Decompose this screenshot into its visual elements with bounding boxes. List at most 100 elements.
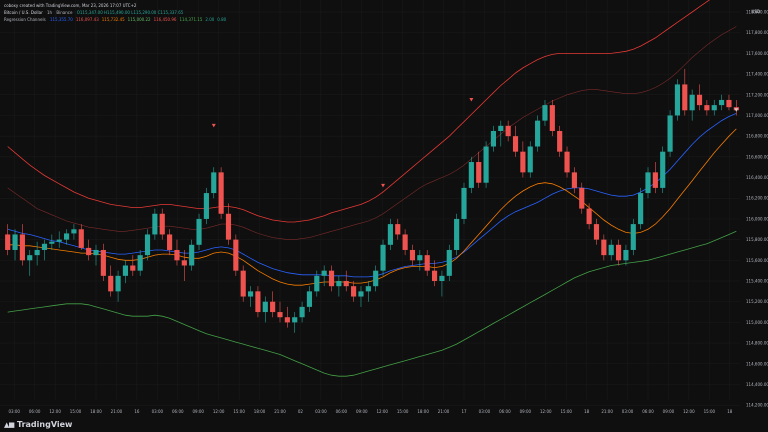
indicator-value: 114,371.15 <box>179 17 203 22</box>
candle <box>461 182 467 225</box>
time-tick-label: 18:00 <box>417 409 429 414</box>
time-tick-label: 18:00 <box>90 409 102 414</box>
price-tick-label: 116,800.00 <box>746 134 768 139</box>
candle-body <box>284 317 290 323</box>
candle <box>601 234 607 261</box>
candle-body <box>719 99 725 106</box>
candle-body <box>483 146 489 183</box>
candle-body <box>512 136 519 152</box>
indicator-line[interactable]: Regression Channels 115,355.70 116,097.43… <box>4 16 744 23</box>
candle <box>674 79 681 121</box>
creator-line: coboxy created with TradingView.com, Mar… <box>4 3 137 8</box>
candlestick-series[interactable] <box>5 68 739 333</box>
price-tick-label: 115,400.00 <box>746 279 768 284</box>
candle-body <box>63 233 70 240</box>
candle-body <box>351 286 357 297</box>
candle-body <box>402 234 408 250</box>
candle <box>137 249 143 276</box>
candle-body <box>682 84 688 111</box>
candle-body <box>218 172 224 214</box>
signal-marker <box>211 123 216 128</box>
candle <box>218 167 224 219</box>
band-upper_inner <box>7 26 737 240</box>
candle <box>431 260 438 287</box>
candle-body <box>520 151 526 173</box>
price-tick-label: 115,000.00 <box>746 320 768 325</box>
price-tick-label: 115,200.00 <box>746 299 768 304</box>
candle-body <box>299 306 305 318</box>
candle-body <box>108 275 114 292</box>
indicator-value: 116,450.96 <box>153 17 177 22</box>
time-tick-label: 09:00 <box>520 409 532 414</box>
candle <box>719 94 725 111</box>
candle-body <box>431 270 438 282</box>
candle-body <box>468 162 474 188</box>
candle-body <box>490 130 497 147</box>
symbol-name: Bitcoin / U.S. Dollar <box>4 10 43 15</box>
candle <box>63 229 70 245</box>
candle-body <box>93 249 99 256</box>
candle-body <box>365 286 371 292</box>
candle-body <box>461 187 467 219</box>
candle <box>211 167 217 199</box>
time-axis[interactable]: 03:00 06:00 12:00 15:00 18:00 21:00 16 03:00 06:… <box>8 409 732 414</box>
time-tick-label: 09:00 <box>663 409 675 414</box>
candle-body <box>211 172 217 194</box>
candle-body <box>505 125 511 137</box>
candle-body <box>314 275 320 292</box>
price-axis[interactable]: 118,000.00 117,800.00 117,600.00 117,400.00… <box>746 10 768 408</box>
candle <box>284 306 290 328</box>
candle <box>483 141 489 188</box>
band-upper_outer <box>7 0 710 223</box>
price-tick-label: 115,600.00 <box>746 258 768 263</box>
candle <box>549 99 555 137</box>
candle <box>498 120 504 147</box>
time-tick-label: 09:00 <box>192 409 204 414</box>
candle <box>535 115 541 152</box>
candle <box>512 125 519 157</box>
band-lower_outer <box>7 230 737 377</box>
candle-body <box>115 275 121 292</box>
time-tick-label: 03:00 <box>152 409 164 414</box>
price-tick-label: 116,600.00 <box>746 154 768 159</box>
time-tick-label: 03:00 <box>622 409 634 414</box>
candle <box>122 260 129 284</box>
currency-label: USD <box>751 9 760 14</box>
indicator-value: 115,000.22 <box>127 17 151 22</box>
candle-body <box>196 218 202 245</box>
candle <box>181 249 187 282</box>
candle <box>652 162 658 194</box>
candle <box>34 241 40 266</box>
time-tick-label: 16 <box>134 409 140 414</box>
candle <box>71 224 77 240</box>
candle <box>247 286 254 307</box>
candle <box>593 218 600 245</box>
candle <box>557 125 563 157</box>
candle-body <box>527 146 533 173</box>
price-tick-label: 114,800.00 <box>746 341 768 346</box>
price-tick-label: 117,400.00 <box>746 72 768 77</box>
regression-channel-lines <box>7 0 737 377</box>
candle <box>277 301 283 323</box>
candle <box>409 244 416 266</box>
candle <box>615 239 622 266</box>
watermark-text: TradingView <box>17 420 73 429</box>
candle-body <box>542 105 548 121</box>
candle <box>542 99 548 126</box>
candle <box>520 141 526 178</box>
candle <box>446 244 452 282</box>
candle-body <box>328 270 335 287</box>
symbol-line[interactable]: Bitcoin / U.S. Dollar 1h Binance O115,34… <box>4 9 744 16</box>
candle-body <box>645 172 651 194</box>
candle-body <box>100 249 106 276</box>
candle-body <box>19 234 25 261</box>
candle <box>240 265 246 302</box>
candle-body <box>306 291 313 307</box>
candle <box>682 68 688 116</box>
candle-body <box>601 239 607 256</box>
price-tick-label: 115,800.00 <box>746 237 768 242</box>
time-tick-label: 06:00 <box>336 409 348 414</box>
signal-marker <box>734 108 739 112</box>
candle <box>174 239 180 266</box>
